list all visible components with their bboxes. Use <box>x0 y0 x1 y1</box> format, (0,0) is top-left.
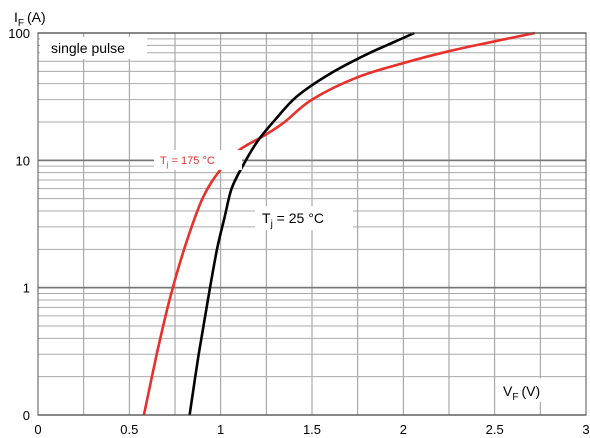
x-axis-label-main: V <box>503 383 513 399</box>
hot-label-box <box>154 150 242 170</box>
y-tick-label: 10 <box>16 153 30 168</box>
x-tick-label: 3 <box>582 422 589 437</box>
x-axis-label-box <box>499 378 561 402</box>
hot-label-sub: j <box>166 160 169 169</box>
single-pulse-box <box>40 37 147 59</box>
cold-label-sub: j <box>270 219 273 230</box>
y-axis-label: IF (A) <box>14 9 46 29</box>
y-tick-label: 1 <box>23 281 30 296</box>
y-tick-label: 0 <box>23 408 30 423</box>
y-axis-label-main: I <box>14 9 18 25</box>
x-tick-label: 0.5 <box>120 422 138 437</box>
cold-label-main: T <box>262 210 271 226</box>
hot-label-main: T <box>160 155 167 167</box>
y-axis-label-sub: F <box>18 18 24 29</box>
tick-labels: 0 0.5 1 1.5 2 2.5 3 0 1 10 100 <box>8 26 589 437</box>
x-tick-label: 1.5 <box>303 422 321 437</box>
cold-label-box <box>255 206 353 230</box>
hot-label-rest: = 175 °C <box>169 155 215 167</box>
cold-label-rest: = 25 °C <box>273 210 324 226</box>
y-axis-label-unit: (A) <box>27 9 46 25</box>
x-tick-label: 2.5 <box>486 422 504 437</box>
x-tick-label: 2 <box>400 422 407 437</box>
cold-series-label: Tj = 25 °C <box>262 210 324 230</box>
x-tick-label: 0 <box>34 422 41 437</box>
hot-series-label: Tj = 175 °C <box>160 155 215 169</box>
x-tick-label: 1 <box>217 422 224 437</box>
single-pulse-label: single pulse <box>51 40 125 56</box>
series-line-tj-25 <box>188 31 415 416</box>
plot-frame <box>37 32 587 416</box>
series-curves <box>142 31 536 416</box>
x-axis-label: VF (V) <box>503 383 540 403</box>
series-line-tj-175 <box>142 31 536 416</box>
y-tick-label: 100 <box>8 26 30 41</box>
x-axis-label-unit: (V) <box>521 383 540 399</box>
x-axis-label-sub: F <box>512 392 518 403</box>
